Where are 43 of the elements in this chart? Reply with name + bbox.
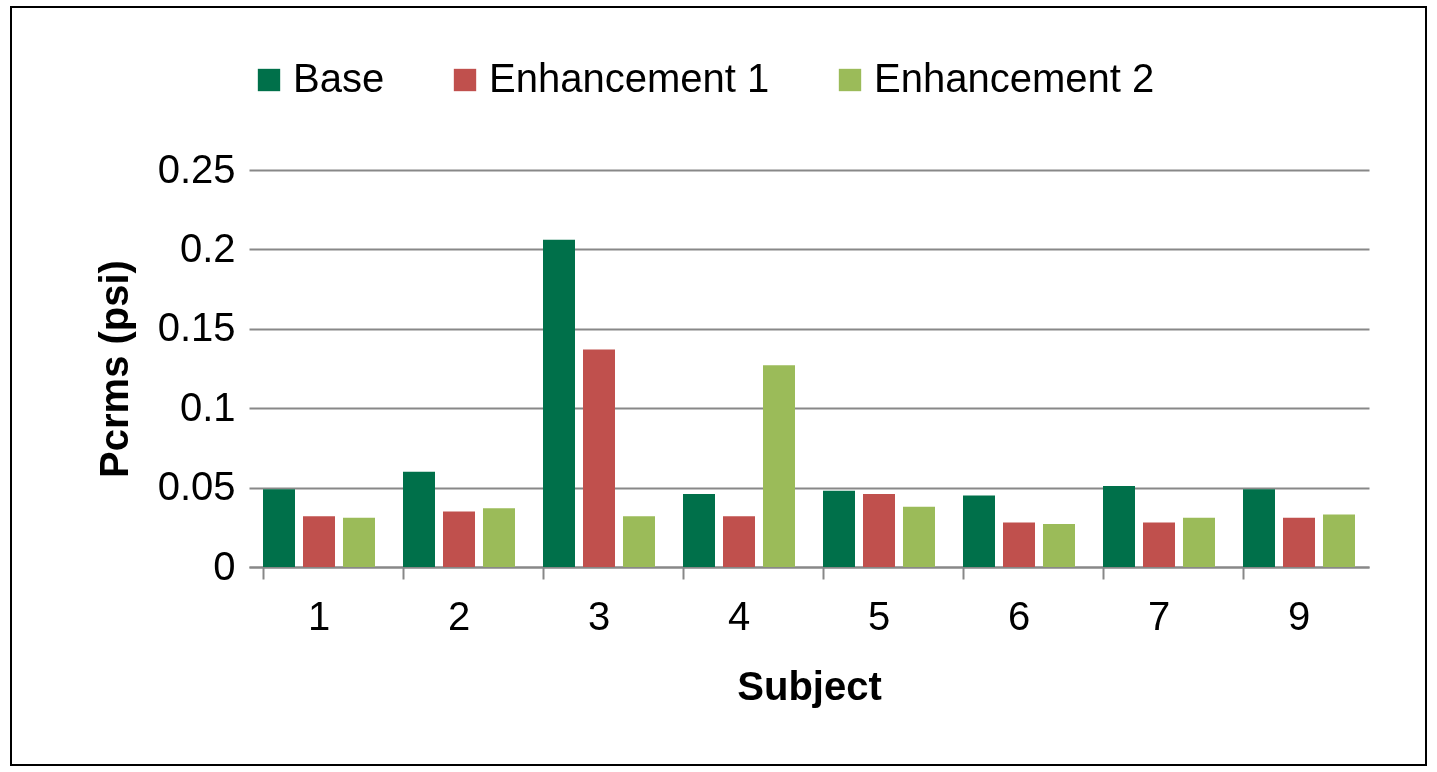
legend-label: Enhancement 1 — [489, 56, 770, 100]
bar — [483, 508, 515, 567]
x-tick-label: 3 — [587, 593, 611, 638]
bar — [1283, 517, 1315, 567]
y-tick-label: 0 — [213, 543, 236, 588]
bar — [583, 349, 615, 567]
legend-label: Enhancement 2 — [874, 56, 1155, 100]
bar — [963, 495, 995, 567]
x-axis-title: Subject — [737, 663, 882, 708]
x-tick-label: 9 — [1287, 593, 1311, 638]
bar — [863, 493, 895, 567]
bar — [1323, 514, 1355, 567]
bar — [763, 365, 795, 567]
y-tick-label: 0.25 — [157, 146, 236, 191]
bar — [443, 511, 475, 567]
y-tick-label: 0.2 — [179, 225, 236, 270]
x-tick-label: 5 — [867, 593, 891, 638]
bar — [1243, 489, 1275, 567]
bar — [1143, 522, 1175, 567]
bar — [823, 490, 855, 567]
x-tick-label: 4 — [727, 593, 751, 638]
bar — [343, 517, 375, 567]
bar — [303, 516, 335, 567]
legend-label: Base — [293, 56, 385, 100]
bar — [903, 506, 935, 567]
y-axis-title: Pcrms (psi) — [91, 260, 136, 478]
bar — [543, 239, 575, 567]
y-tick-label: 0.1 — [179, 384, 236, 429]
y-tick-label: 0.05 — [157, 464, 236, 509]
bar — [263, 489, 295, 567]
bar — [1003, 522, 1035, 567]
bar — [623, 516, 655, 567]
bar — [683, 493, 715, 567]
bar — [1043, 524, 1075, 567]
x-tick-label: 6 — [1007, 593, 1031, 638]
x-tick-label: 7 — [1147, 593, 1171, 638]
x-tick-label: 2 — [447, 593, 471, 638]
bar — [723, 516, 755, 567]
x-tick-label: 1 — [307, 593, 331, 638]
bar — [1183, 517, 1215, 567]
bar — [403, 471, 435, 567]
bar — [1103, 486, 1135, 567]
y-tick-label: 0.15 — [157, 305, 236, 350]
